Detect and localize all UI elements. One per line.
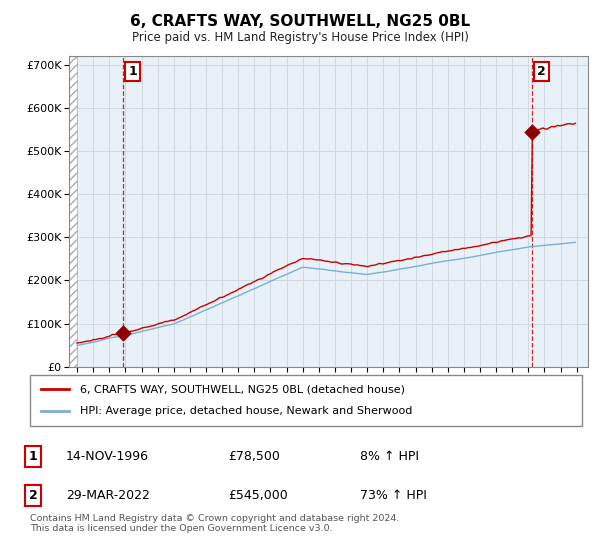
Point xyxy=(527,127,537,136)
Bar xyxy=(69,56,77,367)
Text: 73% ↑ HPI: 73% ↑ HPI xyxy=(360,489,427,502)
Text: 2: 2 xyxy=(29,489,37,502)
Text: 6, CRAFTS WAY, SOUTHWELL, NG25 0BL (detached house): 6, CRAFTS WAY, SOUTHWELL, NG25 0BL (deta… xyxy=(80,384,404,394)
Text: HPI: Average price, detached house, Newark and Sherwood: HPI: Average price, detached house, Newa… xyxy=(80,407,412,417)
Text: Contains HM Land Registry data © Crown copyright and database right 2024.
This d: Contains HM Land Registry data © Crown c… xyxy=(30,514,400,533)
Text: £545,000: £545,000 xyxy=(228,489,288,502)
Text: 2: 2 xyxy=(537,64,546,78)
Text: 29-MAR-2022: 29-MAR-2022 xyxy=(66,489,150,502)
Text: 6, CRAFTS WAY, SOUTHWELL, NG25 0BL: 6, CRAFTS WAY, SOUTHWELL, NG25 0BL xyxy=(130,14,470,29)
Text: 1: 1 xyxy=(128,64,137,78)
Text: 1: 1 xyxy=(29,450,37,463)
Point xyxy=(119,328,128,337)
Text: 8% ↑ HPI: 8% ↑ HPI xyxy=(360,450,419,463)
FancyBboxPatch shape xyxy=(30,375,582,426)
Text: £78,500: £78,500 xyxy=(228,450,280,463)
Text: 14-NOV-1996: 14-NOV-1996 xyxy=(66,450,149,463)
Text: Price paid vs. HM Land Registry's House Price Index (HPI): Price paid vs. HM Land Registry's House … xyxy=(131,31,469,44)
